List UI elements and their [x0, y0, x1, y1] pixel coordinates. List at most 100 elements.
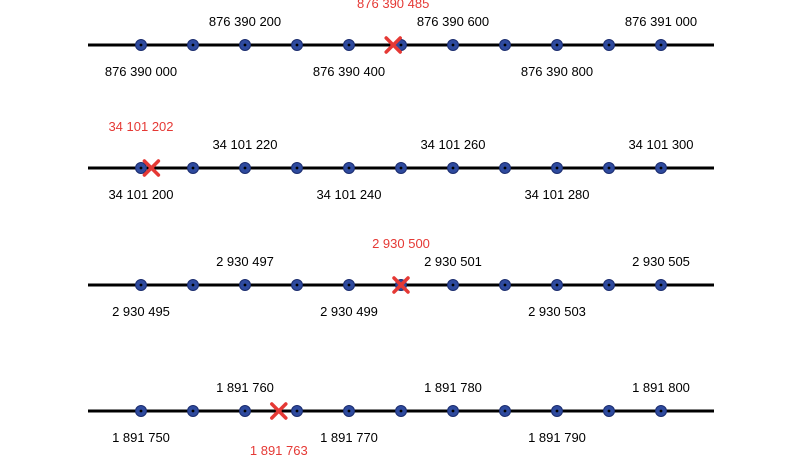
tick-dot-center — [659, 283, 663, 287]
cross-icon-stroke — [392, 276, 410, 294]
tick-dot-center — [555, 283, 559, 287]
highlight-marker — [384, 36, 402, 54]
tick-label: 2 930 495 — [112, 304, 170, 319]
tick-label: 2 930 499 — [320, 304, 378, 319]
tick-label: 1 891 760 — [216, 380, 274, 395]
tick-mark — [135, 39, 147, 51]
tick-dot-center — [555, 409, 559, 413]
tick-label: 1 891 750 — [112, 430, 170, 445]
tick-mark — [135, 405, 147, 417]
highlight-marker — [270, 402, 288, 420]
tick-mark — [343, 39, 355, 51]
tick-dot-center — [347, 166, 351, 170]
highlight-label: 1 891 763 — [250, 443, 308, 458]
tick-mark — [239, 405, 251, 417]
tick-mark — [499, 405, 511, 417]
tick-dot-center — [295, 409, 299, 413]
tick-dot-center — [243, 43, 247, 47]
tick-dot-center — [139, 409, 143, 413]
tick-dot-center — [295, 43, 299, 47]
tick-dot-center — [347, 409, 351, 413]
tick-dot-center — [659, 409, 663, 413]
tick-label: 34 101 300 — [628, 137, 693, 152]
tick-label: 876 391 000 — [625, 14, 697, 29]
tick-dot-center — [347, 43, 351, 47]
tick-mark — [291, 162, 303, 174]
tick-label: 1 891 790 — [528, 430, 586, 445]
tick-mark — [187, 405, 199, 417]
tick-label: 34 101 260 — [420, 137, 485, 152]
tick-dot-center — [399, 409, 403, 413]
tick-mark — [343, 279, 355, 291]
tick-dot-center — [503, 409, 507, 413]
tick-dot-center — [451, 409, 455, 413]
tick-label: 34 101 280 — [524, 187, 589, 202]
tick-dot-center — [295, 283, 299, 287]
tick-mark — [603, 405, 615, 417]
tick-mark — [187, 279, 199, 291]
tick-mark — [187, 39, 199, 51]
tick-label: 2 930 505 — [632, 254, 690, 269]
tick-dot-center — [607, 409, 611, 413]
tick-mark — [239, 279, 251, 291]
tick-mark — [551, 405, 563, 417]
tick-mark — [655, 162, 667, 174]
cross-icon-stroke — [384, 36, 402, 54]
tick-dot-center — [347, 283, 351, 287]
tick-mark — [343, 405, 355, 417]
tick-dot-center — [607, 166, 611, 170]
tick-dot-center — [399, 166, 403, 170]
tick-mark — [239, 39, 251, 51]
tick-label: 2 930 501 — [424, 254, 482, 269]
tick-mark — [239, 162, 251, 174]
number-line-2: 34 101 200 34 101 220 34 101 240 34 101 260… — [88, 119, 714, 202]
tick-mark — [499, 279, 511, 291]
tick-dot-center — [191, 43, 195, 47]
number-line-4: 1 891 750 1 891 760 1 891 770 1 891 780 1 89… — [88, 380, 714, 458]
tick-mark — [395, 162, 407, 174]
tick-label: 876 390 000 — [105, 64, 177, 79]
highlight-marker — [392, 276, 410, 294]
tick-dot-center — [659, 166, 663, 170]
tick-label: 1 891 800 — [632, 380, 690, 395]
tick-mark — [291, 405, 303, 417]
tick-mark — [551, 39, 563, 51]
tick-mark — [655, 39, 667, 51]
tick-mark — [551, 279, 563, 291]
tick-dot-center — [243, 409, 247, 413]
tick-dot-center — [295, 166, 299, 170]
tick-dot-center — [451, 43, 455, 47]
tick-label: 34 101 220 — [212, 137, 277, 152]
tick-label: 34 101 240 — [316, 187, 381, 202]
tick-dot-center — [659, 43, 663, 47]
number-line-1: 876 390 000 876 390 200 876 390 400 876 390… — [88, 0, 714, 79]
tick-dot-center — [139, 166, 143, 170]
tick-label: 1 891 780 — [424, 380, 482, 395]
tick-dot-center — [191, 166, 195, 170]
tick-mark — [655, 405, 667, 417]
tick-mark — [655, 279, 667, 291]
tick-label: 876 390 600 — [417, 14, 489, 29]
highlight-label: 2 930 500 — [372, 236, 430, 251]
tick-mark — [395, 405, 407, 417]
highlight-marker — [142, 159, 161, 177]
tick-mark — [603, 279, 615, 291]
cross-icon-stroke — [142, 159, 161, 177]
tick-dot-center — [191, 283, 195, 287]
tick-dot-center — [555, 43, 559, 47]
tick-mark — [447, 39, 459, 51]
tick-label: 2 930 503 — [528, 304, 586, 319]
tick-dot-center — [191, 409, 195, 413]
tick-dot-center — [503, 43, 507, 47]
tick-dot-center — [503, 283, 507, 287]
tick-label: 876 390 800 — [521, 64, 593, 79]
tick-mark — [291, 39, 303, 51]
tick-dot-center — [243, 166, 247, 170]
tick-mark — [291, 279, 303, 291]
tick-dot-center — [139, 43, 143, 47]
tick-dot-center — [451, 283, 455, 287]
tick-mark — [135, 279, 147, 291]
tick-dot-center — [451, 166, 455, 170]
tick-dot-center — [399, 43, 403, 47]
